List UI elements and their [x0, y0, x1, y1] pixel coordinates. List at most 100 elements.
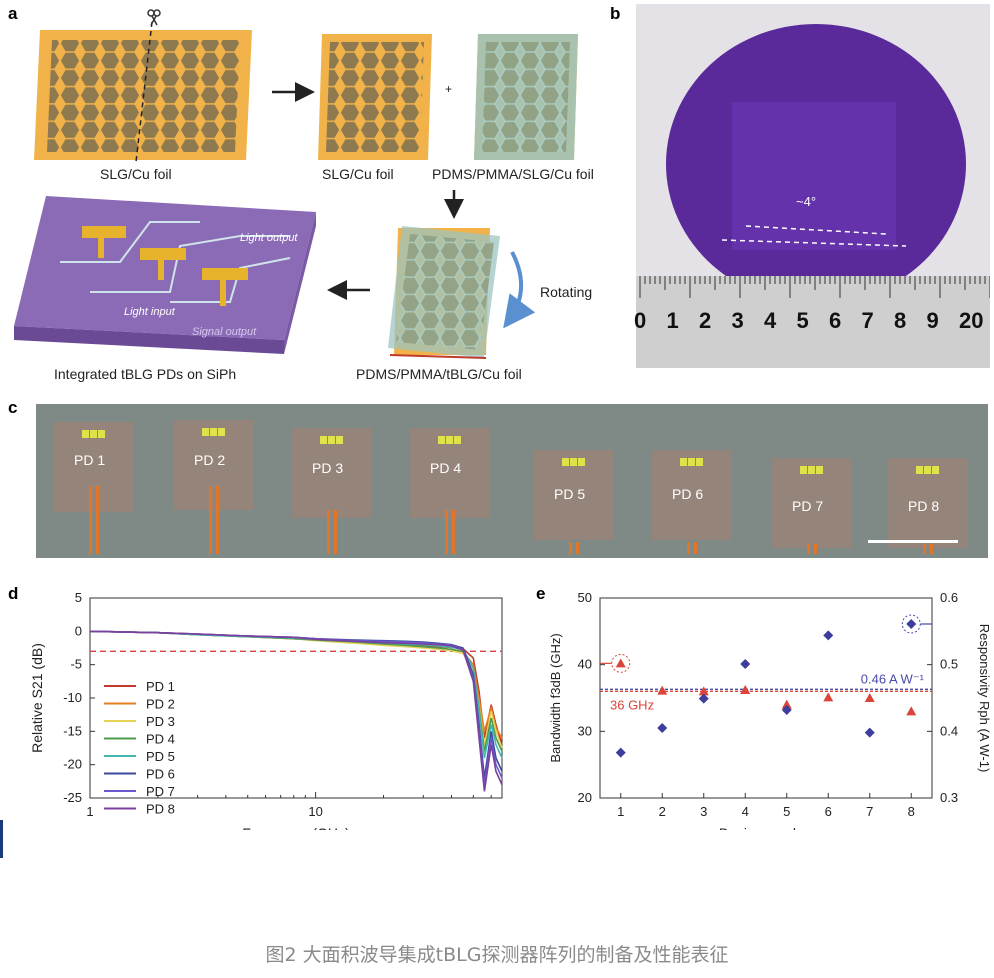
- responsivity-point: [740, 659, 751, 669]
- y-tick-label: -25: [63, 790, 82, 805]
- bandwidth-point: [781, 699, 792, 709]
- y-tick-label: -15: [63, 723, 82, 738]
- legend-label: PD 1: [146, 679, 175, 694]
- pd-waveguide: [923, 544, 926, 554]
- panel-label-c: c: [8, 398, 18, 417]
- pd-pad: [688, 458, 695, 466]
- bandwidth-point: [906, 706, 917, 716]
- pd-pad: [924, 466, 931, 474]
- foil-2-label: SLG/Cu foil: [322, 166, 394, 182]
- legend-label: PD 8: [146, 802, 175, 817]
- ruler-numbers: 0 1 2 3 4 5 6 7 8 9 20: [634, 306, 990, 346]
- pd-label: PD 7: [792, 498, 824, 514]
- pd-pad: [446, 436, 453, 444]
- pd-waveguide: [694, 542, 697, 554]
- pd-pad: [320, 436, 327, 444]
- y-right-axis-label: Responsivity Rph (A W-1): [977, 624, 992, 773]
- signal-output-label: Signal output: [192, 326, 257, 338]
- foil-3: [474, 34, 578, 160]
- pd-pad: [336, 436, 343, 444]
- pd-pad: [932, 466, 939, 474]
- light-input-label: Light input: [124, 306, 175, 318]
- panel-e-chart: 1 2 3 4 5 6 7 8 20 30 40 50 0.3 0.4 0.5 0.6 Device numbe…: [548, 590, 992, 830]
- ruler-number: 7: [861, 308, 874, 333]
- panel-c-micrograph: [36, 404, 988, 558]
- pd-pad: [210, 428, 217, 436]
- responsivity-point: [657, 723, 668, 733]
- ruler-number: 6: [829, 308, 842, 333]
- pd-waveguide: [807, 544, 810, 554]
- pd-waveguide: [445, 510, 448, 554]
- ruler-number: 20: [959, 308, 984, 333]
- pd-label: PD 6: [672, 486, 704, 502]
- pd-label: PD 1: [74, 452, 106, 468]
- y-left-tick-label: 20: [578, 790, 592, 805]
- ruler-number: 3: [731, 308, 744, 333]
- pd-waveguide: [452, 510, 455, 554]
- scissors-icon: [147, 9, 161, 26]
- plus-sign: +: [445, 82, 453, 96]
- x-tick-label: 2: [659, 804, 666, 819]
- rotate-arrow: [503, 251, 536, 329]
- pd-pad: [328, 436, 335, 444]
- pd-pad: [808, 466, 815, 474]
- pd-label: PD 5: [554, 486, 586, 502]
- y-right-tick-label: 0.5: [940, 657, 958, 672]
- x-tick-label: 3: [700, 804, 707, 819]
- pd-waveguide: [89, 486, 92, 554]
- ruler-number: 1: [666, 308, 679, 333]
- x-axis-label: Frequency (GHz): [242, 825, 349, 830]
- legend-label: PD 3: [146, 714, 175, 729]
- series-line: [89, 630, 503, 792]
- angle-label: ~4°: [796, 194, 817, 209]
- responsivity-annotation: 0.46 A W⁻¹: [861, 671, 925, 686]
- legend-label: PD 6: [146, 767, 175, 782]
- x-tick-label: 7: [866, 804, 873, 819]
- y-left-tick-label: 30: [578, 723, 592, 738]
- plot-frame: [599, 597, 933, 799]
- ruler-number: 8: [894, 308, 907, 333]
- pd-pad: [90, 430, 97, 438]
- ruler-number: 9: [926, 308, 939, 333]
- responsivity-point: [781, 705, 792, 715]
- pd-pad: [696, 458, 703, 466]
- pd-waveguide: [569, 542, 572, 554]
- y-left-axis-label: Bandwidth f3dB (GHz): [548, 633, 563, 762]
- ruler-number: 4: [764, 308, 777, 333]
- y-right-tick-label: 0.6: [940, 590, 958, 605]
- pd-waveguide: [209, 486, 212, 554]
- pd-waveguide: [687, 542, 690, 554]
- siph-chip: [14, 196, 316, 354]
- foil-4: [388, 226, 500, 359]
- y-tick-label: -20: [63, 757, 82, 772]
- side-accent-bar: [0, 820, 3, 858]
- foil-1: [34, 21, 252, 163]
- pd-pad: [816, 466, 823, 474]
- y-tick-label: 5: [75, 590, 82, 605]
- panel-label-b: b: [610, 4, 621, 23]
- pd-pad: [218, 428, 225, 436]
- responsivity-point: [864, 727, 875, 738]
- pd-waveguide: [930, 544, 933, 554]
- pd-label: PD 4: [430, 460, 462, 476]
- y-tick-label: 0: [75, 623, 82, 638]
- legend-label: PD 5: [146, 749, 175, 764]
- x-tick-label: 8: [908, 804, 915, 819]
- rotating-label: Rotating: [540, 284, 593, 300]
- ruler-number: 5: [796, 308, 809, 333]
- pd-pad: [680, 458, 687, 466]
- x-tick-label: 5: [783, 804, 790, 819]
- responsivity-point: [906, 619, 917, 629]
- foil-2: [318, 34, 432, 160]
- pd-pad: [454, 436, 461, 444]
- bandwidth-point: [698, 686, 709, 696]
- x-tick-label: 1: [86, 804, 93, 819]
- pd-pad: [570, 458, 577, 466]
- y-axis-label: Relative S21 (dB): [29, 643, 45, 753]
- legend-label: PD 4: [146, 732, 175, 747]
- pd-pad: [800, 466, 807, 474]
- ruler: [636, 276, 990, 368]
- ruler-number: 0: [634, 308, 647, 333]
- panel-label-d: d: [8, 584, 19, 603]
- y-right-tick-label: 0.4: [940, 723, 958, 738]
